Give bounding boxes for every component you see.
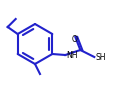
Text: SH: SH: [95, 53, 105, 62]
Text: O: O: [71, 35, 77, 44]
Text: NH: NH: [66, 52, 77, 61]
